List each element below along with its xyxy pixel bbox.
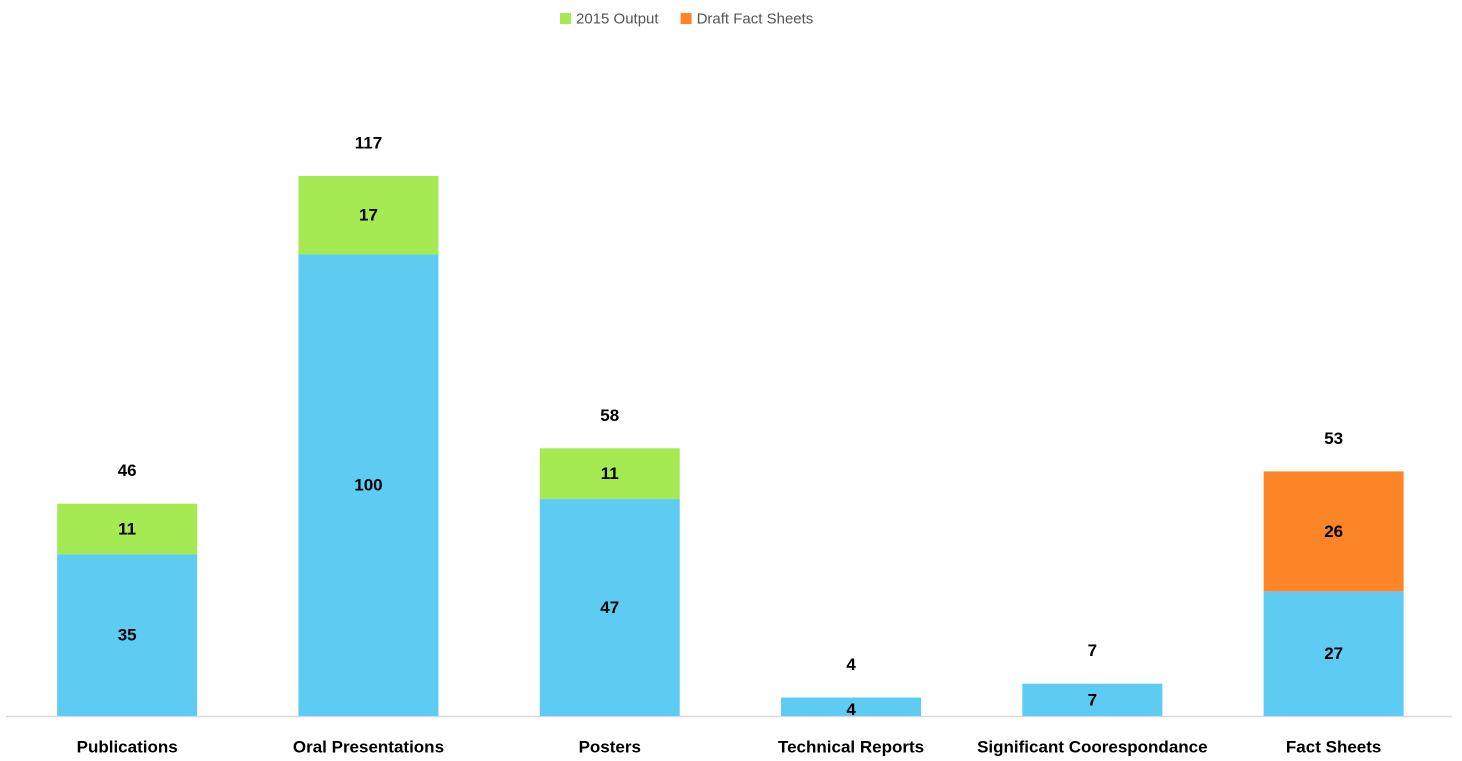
bar-segment [57,554,198,716]
total-label: 117 [355,133,382,152]
data-label: 7 [1088,690,1097,709]
bar-segment [1022,683,1163,716]
x-tick-label: Oral Presentations [293,737,444,756]
legend-swatch [680,13,692,24]
bar-segment [298,176,439,255]
bar-segment [298,254,439,716]
x-tick-label: Posters [579,737,641,756]
bar-segment [539,499,680,716]
data-label: 47 [600,598,619,617]
data-label: 35 [118,626,137,645]
bar-segment [57,503,198,555]
x-tick-label: Publications [77,737,178,756]
total-label: 4 [846,655,856,674]
data-label: 4 [846,700,856,719]
total-label: 53 [1324,429,1343,448]
data-label: 27 [1324,644,1343,663]
total-label: 46 [118,461,137,480]
data-label: 11 [601,464,619,483]
data-label: 26 [1324,522,1343,541]
data-label: 17 [359,206,378,225]
bar-segment [1263,471,1404,592]
legend-label: Draft Fact Sheets [697,10,814,27]
data-label: 100 [354,476,382,495]
data-label: 11 [118,520,136,539]
bar-segment [1263,591,1404,716]
legend-swatch [560,13,571,24]
x-tick-label: Significant Coorespondance [977,737,1207,756]
total-label: 58 [600,406,619,425]
bar-segment [539,448,680,500]
total-label: 7 [1088,641,1097,660]
x-tick-label: Fact Sheets [1286,737,1381,756]
x-tick-label: Technical Reports [778,737,924,756]
legend-label: 2015 Output [576,10,659,27]
bar-segment [781,697,922,716]
